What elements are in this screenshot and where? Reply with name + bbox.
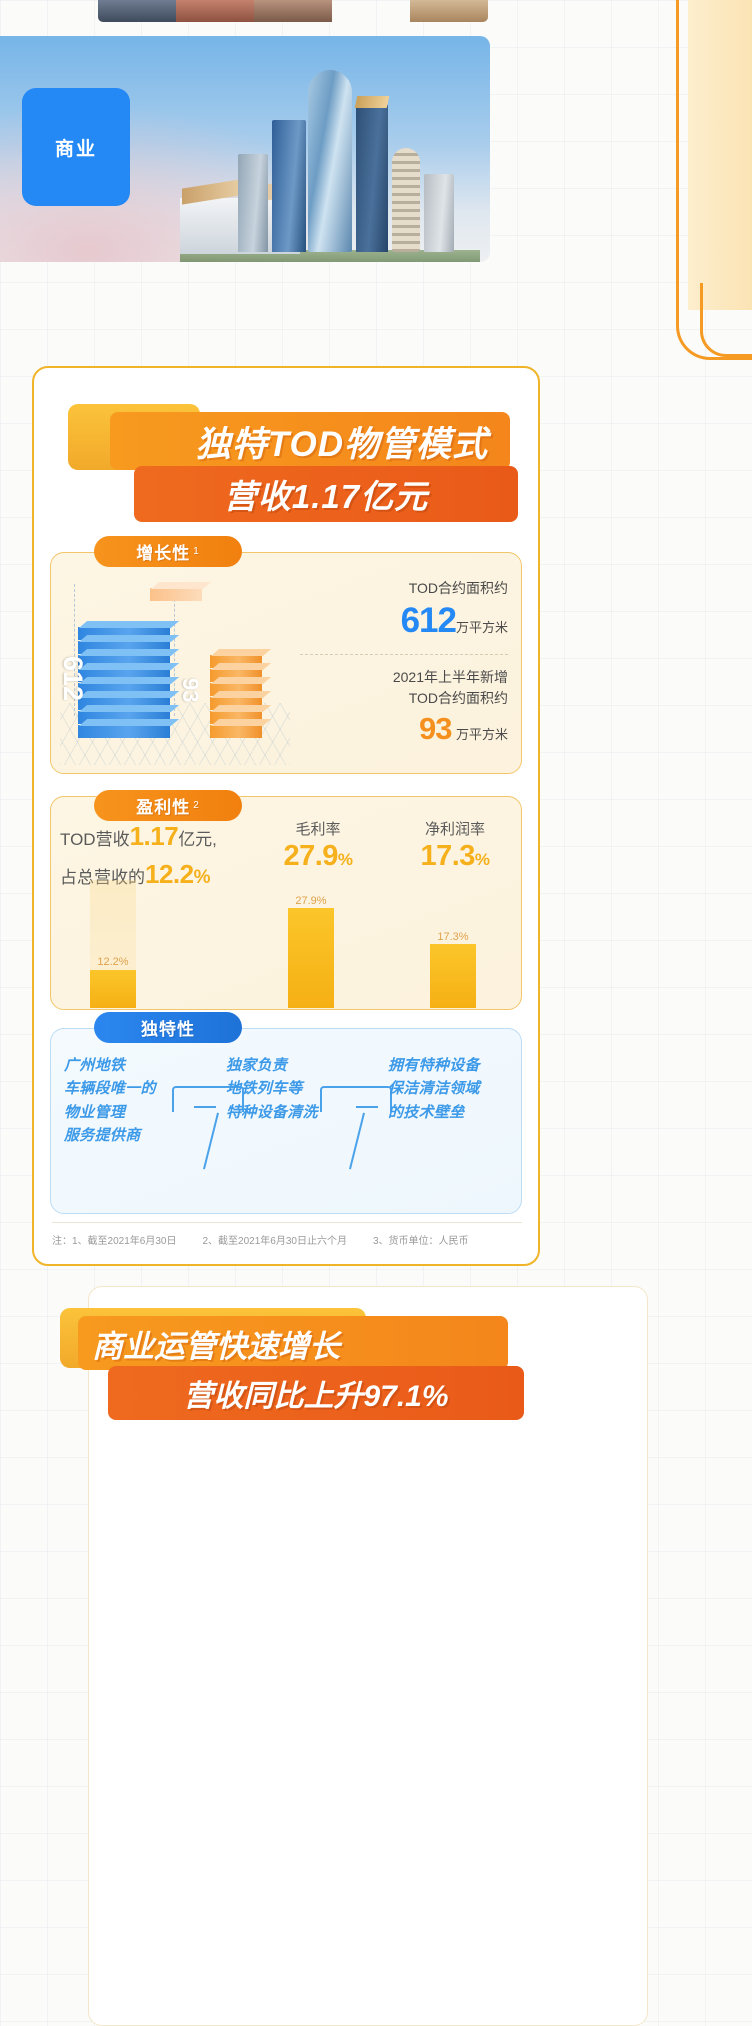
profit-col1-line1-value: 1.17 (129, 821, 179, 851)
growth-stat2-label-line2: TOD合约面积约 (408, 690, 508, 706)
tod-title-line1: 独特TOD物管模式 (110, 412, 510, 470)
floating-brick (150, 582, 212, 601)
uniqueness-item-3: 拥有特种设备 保洁清洁领域 的技术壁垒 (382, 1054, 514, 1147)
right-orange-band (688, 0, 752, 310)
profit-col-tod-revenue: TOD营收1.17亿元, 占总营收的12.2% (60, 818, 260, 893)
bar-tod-share: 12.2% (90, 880, 136, 1008)
uniqueness-items: 广州地铁 车辆段唯一的 物业管理 服务提供商 独家负责 地铁列车等 特种设备清洗… (58, 1054, 514, 1147)
bar-value (90, 969, 136, 1008)
uniqueness-separator (352, 1054, 382, 1147)
right-band-tab (700, 283, 752, 357)
bar-net-margin: 17.3% (430, 880, 476, 1008)
net-margin-value-row: 17.3% (390, 840, 520, 873)
commercial-title-line2-text: 营收同比上升97.1% (183, 1380, 449, 1413)
profitability-tag: 盈利性 2 (94, 790, 242, 821)
jenga-stack-blue (78, 621, 180, 739)
growth-stat2-row: 93 万平方米 (300, 711, 508, 747)
bar-value (430, 944, 476, 1008)
net-margin-value: 17.3 (420, 840, 475, 872)
tower-main (308, 70, 352, 252)
jenga-label-93: 93 (178, 678, 203, 703)
growth-stat1-unit: 万平方米 (455, 620, 508, 635)
brick (78, 719, 180, 738)
brick (210, 719, 272, 738)
growth-stat1-value: 612 (400, 601, 457, 640)
gross-margin-value-row: 27.9% (258, 840, 378, 873)
growth-tag: 增长性 1 (94, 536, 242, 567)
bar-caption-1: 12.2% (97, 956, 129, 969)
uniqueness-item-2-text: 独家负责 地铁列车等 特种设备清洗 (226, 1057, 318, 1121)
net-margin-unit: % (474, 850, 490, 869)
profit-col1-line1-prefix: TOD营收 (60, 830, 130, 849)
profit-col1-line2: 占总营收的12.2% (60, 856, 260, 894)
gross-margin-unit: % (337, 850, 353, 869)
profit-col1-line1-suffix: 亿元, (178, 830, 217, 849)
bar-caption-3: 17.3% (437, 930, 469, 943)
gross-margin-value: 27.9 (283, 840, 338, 872)
jenga-stack-orange (210, 649, 272, 739)
uniqueness-item-2: 独家负责 地铁列车等 特种设备清洗 (220, 1054, 352, 1147)
growth-stat2-unit: 万平方米 (455, 727, 508, 742)
tod-title-line1-text: 独特TOD物管模式 (195, 424, 488, 464)
top-photo-strip (98, 0, 488, 22)
footnote-1: 注：1、截至2021年6月30日 (52, 1236, 177, 1247)
tower-round (392, 148, 420, 252)
profit-col1-line2-suffix: % (193, 866, 211, 888)
bar-caption-2: 27.9% (295, 894, 327, 907)
growth-divider (300, 654, 508, 655)
bar-gross-margin: 27.9% (288, 880, 334, 1008)
footnote-2: 2、截至2021年6月30日止六个月 (202, 1236, 348, 1247)
photo-thumb (254, 0, 332, 22)
jenga-label-612: 612 (58, 656, 88, 702)
profit-col1-line2-value: 12.2 (145, 858, 194, 889)
city-skyline-illustration (180, 62, 480, 262)
growth-tag-label: 增长性 (136, 544, 191, 563)
uniqueness-tag-label: 独特性 (141, 1020, 195, 1039)
connector-bracket (172, 1086, 244, 1112)
profitability-tag-label: 盈利性 (136, 798, 191, 817)
profit-col-gross-margin: 毛利率 27.9% (258, 818, 378, 873)
photo-thumb (176, 0, 254, 22)
uniqueness-separator (190, 1054, 220, 1147)
tod-title-line2-text: 营收1.17亿元 (223, 478, 429, 515)
tower-gold (356, 104, 388, 252)
growth-stat2-value: 93 (419, 711, 452, 746)
net-margin-label: 净利润率 (424, 821, 485, 838)
profit-col1-line2-prefix: 占总营收的 (60, 867, 145, 887)
connector-bracket (320, 1086, 392, 1112)
growth-stat2-label-line1: 2021年上半年新增 (392, 669, 508, 685)
commercial-title-line2: 营收同比上升97.1% (108, 1366, 524, 1420)
hero-category-chip: 商业 (22, 88, 130, 206)
commercial-title-line1: 商业运管快速增长 (78, 1316, 508, 1370)
uniqueness-panel (50, 1028, 522, 1214)
hero-image-commercial: 商业 (0, 36, 490, 262)
jenga-tower-illustration (60, 580, 290, 765)
gross-margin-label: 毛利率 (295, 821, 341, 838)
photo-thumb (332, 0, 410, 22)
growth-stat1-label: TOD合约面积约 (408, 580, 508, 596)
footnote-3: 3、货币单位：人民币 (373, 1236, 469, 1247)
growth-stat1-row: 612万平方米 (300, 601, 508, 641)
tower-slab (424, 174, 454, 252)
uniqueness-item-1-text: 广州地铁 车辆段唯一的 物业管理 服务提供商 (64, 1057, 156, 1144)
bar-value (288, 908, 334, 1008)
uniqueness-tag: 独特性 (94, 1012, 242, 1043)
profit-col-net-margin: 净利润率 17.3% (390, 818, 520, 873)
profitability-tag-footnote: 2 (193, 800, 200, 811)
growth-stats: TOD合约面积约 612万平方米 2021年上半年新增 TOD合约面积约 93 … (300, 578, 508, 747)
profit-col1-line1: TOD营收1.17亿元, (60, 818, 260, 856)
guide-line (74, 584, 75, 716)
uniqueness-item-1: 广州地铁 车辆段唯一的 物业管理 服务提供商 (58, 1054, 190, 1147)
growth-tag-footnote: 1 (193, 546, 200, 557)
tower-blue (272, 120, 306, 252)
footnotes: 注：1、截至2021年6月30日 2、截至2021年6月30日止六个月 3、货币… (52, 1222, 522, 1247)
tod-title-line2: 营收1.17亿元 (134, 466, 518, 522)
commercial-title-line1-text: 商业运管快速增长 (92, 1328, 340, 1364)
right-band-curve (676, 0, 752, 360)
photo-thumb (410, 0, 488, 22)
photo-thumb (98, 0, 176, 22)
tower-grey (238, 154, 268, 252)
uniqueness-item-3-text: 拥有特种设备 保洁清洁领域 的技术壁垒 (388, 1057, 480, 1121)
